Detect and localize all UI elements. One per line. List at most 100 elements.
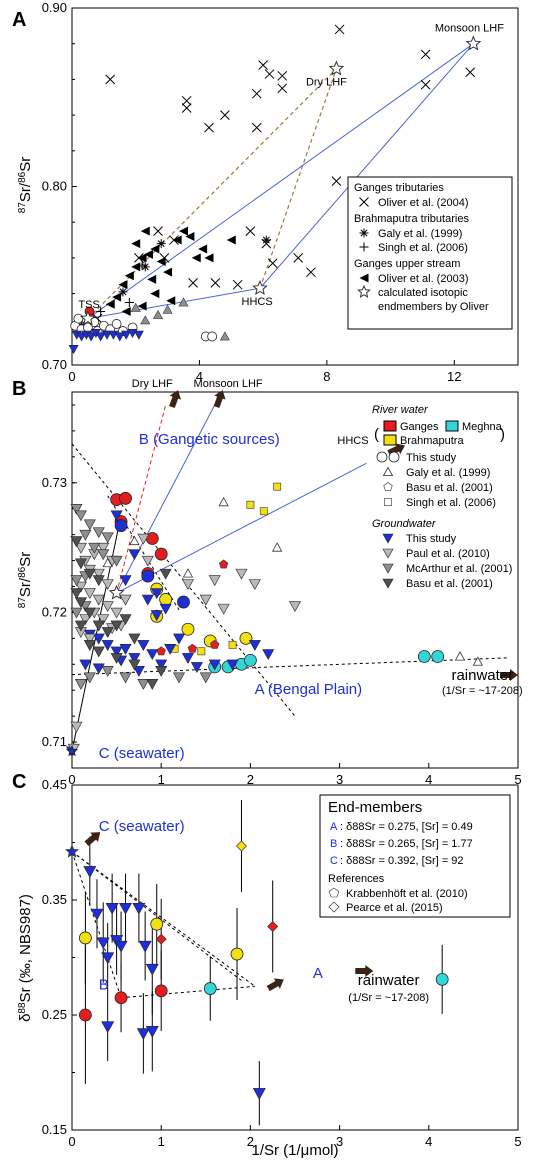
- panel-b-point: [159, 593, 173, 606]
- panel-b-point: [110, 510, 123, 522]
- panel-b-point: [454, 651, 466, 661]
- panel-b-arrow-monsoon: [213, 390, 226, 409]
- panel-b-point: [132, 666, 145, 677]
- panel-b-point: [92, 646, 105, 658]
- panel-b-xtick-label: 5: [514, 772, 521, 787]
- panel-a-point: [153, 309, 164, 319]
- panel-b-point: [119, 644, 132, 655]
- panel-c-arrow-seawater-head: [84, 832, 101, 846]
- panel-b-seawater-line: [71, 515, 122, 752]
- panel-c-arrow-seawater: [84, 832, 101, 846]
- panel-b-mixing-line: [107, 495, 180, 611]
- panel-a-legend-group-title: Ganges upper stream: [354, 258, 460, 270]
- panel-c-point: [90, 908, 104, 921]
- panel-a-legend-item: calculated isotopic: [378, 287, 468, 299]
- panel-b-arrow-rainwater-head: [500, 669, 518, 681]
- panel-b-point: [70, 503, 83, 515]
- panel-a-point: [277, 83, 288, 94]
- panel-b-point: [173, 672, 186, 684]
- panel-b-legend-marker: [388, 451, 400, 463]
- panel-b-label-rainwater: rainwater: [451, 667, 513, 684]
- panel-a-point: [331, 176, 342, 186]
- panel-b-point: [79, 659, 92, 671]
- panel-c-point: [230, 947, 244, 961]
- panel-a-point: [140, 315, 151, 325]
- panel-c-point: [235, 840, 247, 852]
- panel-c-point: [435, 972, 449, 986]
- panel-b-legend-marker: [382, 533, 394, 544]
- panel-b-point: [146, 679, 159, 690]
- panel-b-point: [273, 482, 282, 491]
- panel-b-label-rainwater-range: (1/Sr = ~17-208): [442, 685, 523, 697]
- panel-b-point: [83, 519, 96, 531]
- panel-c-point: [150, 917, 164, 931]
- panel-b-point: [74, 581, 87, 593]
- panel-a-endmember-star: [328, 60, 345, 76]
- panel-b-legend-item: Basu et al. (2001): [406, 482, 493, 494]
- panel-c-legend-endmember-key: A: [330, 821, 338, 833]
- panel-b-point: [101, 601, 114, 613]
- panel-b-arrow-monsoon-head: [213, 390, 226, 409]
- panel-b-point: [119, 614, 132, 626]
- panel-b-point: [74, 558, 87, 570]
- panel-b-point: [102, 557, 113, 568]
- panel-a-point: [150, 244, 160, 254]
- panel-a-endmember-star: [465, 35, 482, 51]
- panel-c-arrow-rainwater-head: [355, 965, 374, 978]
- panel-a-point: [172, 235, 182, 245]
- panel-b-xtick-label: 4: [425, 772, 432, 787]
- panel-b-legend-swatch-brahmaputra: [383, 434, 397, 446]
- panel-b-point: [92, 620, 105, 632]
- panel-b-point: [228, 640, 237, 649]
- panel-b-point: [197, 647, 206, 656]
- panel-b-point: [219, 559, 229, 569]
- panel-c-label-rainwater: rainwater: [358, 972, 420, 989]
- panel-c-legend-endmember-text: : δ88Sr = 0.392, [Sr] = 92: [340, 855, 464, 867]
- panel-a-point: [156, 239, 166, 249]
- panel-b-point: [110, 646, 123, 658]
- panel-b-legend-river-title: River water: [372, 404, 429, 416]
- panel-a-legend-item: endmembers by Oliver: [378, 301, 489, 313]
- panel-c-point: [155, 933, 167, 945]
- panel-b-point: [141, 569, 155, 583]
- panel-c-label-rainwater-range: (1/Sr = ~17-208): [348, 992, 429, 1004]
- panel-a-point: [166, 296, 176, 306]
- panel-a-point: [251, 122, 262, 133]
- panel-b-frame: [71, 391, 519, 769]
- panel-c-legend-endmembers-title: End-members: [328, 799, 422, 816]
- panel-a-label-monsoon: Monsoon LHF: [435, 23, 504, 35]
- panel-a-point: [179, 226, 188, 236]
- panel-b-xtick-label: 3: [336, 772, 343, 787]
- panel-b-point: [199, 672, 212, 684]
- panel-a-point: [143, 249, 153, 259]
- panel-a-legend-item: Galy et al. (1999): [378, 228, 462, 240]
- panel-a-legend-group-title: Ganges tributaries: [354, 182, 444, 194]
- panel-a-legend-group-title: Brahmaputra tributaries: [354, 213, 469, 225]
- panel-c-point: [101, 952, 115, 965]
- panel-a-label-hhcs: HHCS: [242, 296, 273, 308]
- panel-a-point: [96, 306, 106, 316]
- panel-b-point: [182, 568, 194, 578]
- panel-b-point: [417, 650, 431, 663]
- panel-b-point: [181, 622, 195, 636]
- panel-c-point: [110, 935, 124, 947]
- panel-b-point: [119, 594, 132, 606]
- panel-c-point: [105, 902, 119, 915]
- panel-b-point: [119, 575, 132, 587]
- panel-b-legend-item: Paul et al. (2010): [406, 548, 490, 560]
- panel-a-point: [121, 306, 131, 316]
- panel-a-point: [150, 289, 160, 299]
- panel-c-ytick-label: 0.45: [42, 777, 67, 792]
- panel-b-point: [150, 588, 163, 600]
- panel-c-point: [145, 1026, 159, 1038]
- panel-c-xtick-label: 3: [336, 1134, 343, 1149]
- panel-a-endmember-star: [80, 310, 96, 326]
- panel-b-legend-marker: [383, 482, 393, 491]
- panel-b-point: [137, 640, 150, 651]
- panel-a-point: [261, 235, 271, 245]
- panel-c-mixing-line: [121, 985, 255, 999]
- panel-b-point: [155, 666, 168, 677]
- panel-a-letter: A: [12, 9, 26, 31]
- panel-b-point: [248, 579, 261, 591]
- panel-b-xtick-label: 0: [68, 772, 75, 787]
